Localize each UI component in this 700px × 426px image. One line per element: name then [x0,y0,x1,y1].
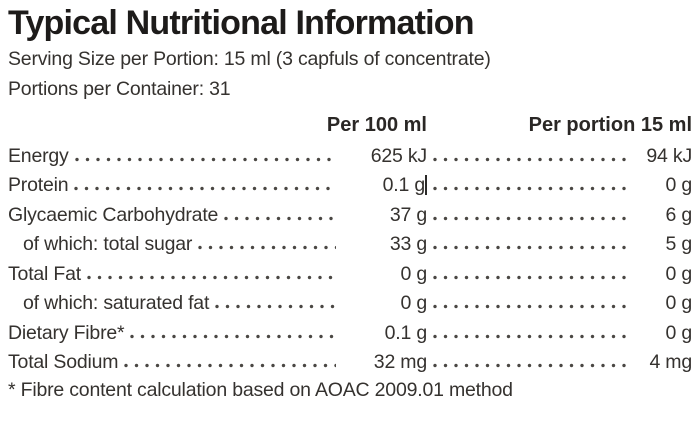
dot-leader [433,214,628,222]
table-row-protein: Protein 0.1 g 0 g [8,168,692,198]
dot-leader [433,155,628,163]
dot-leader [433,244,628,251]
table-row-total-sodium: Total Sodium 32 mg 4 mg [8,345,692,375]
dot-leader [224,214,336,222]
dot-leader [198,244,336,251]
table-row-energy: Energy 625 kJ 94 kJ [8,138,692,168]
nutrient-label: Glycaemic Carbohydrate [8,203,219,226]
nutrient-label: Total Fat [8,262,81,285]
table-row-dietary-fibre: Dietary Fibre* 0.1 g 0 g [8,315,692,345]
per-portion-value: 0 g [665,262,692,285]
per-portion-value: 0 g [665,174,692,196]
table-row-glycaemic-carbohydrate: Glycaemic Carbohydrate 37 g 6 g [8,197,692,227]
per-100ml-value: 0.1 g [384,321,428,344]
column-header-per-100ml: Per 100 ml [326,114,427,136]
dot-leader [433,332,628,340]
table-row-total-sugar: of which: total sugar 33 g 5 g [8,227,692,257]
nutrient-label: Energy [8,144,69,167]
per-portion-value: 4 mg [649,351,692,373]
nutrition-table: Energy 625 kJ 94 kJ Protein 0.1 g 0 g Gl… [8,138,692,374]
nutrient-label: Dietary Fibre* [8,321,125,344]
per-100ml-value: 0 g [400,262,427,285]
column-header-per-portion: Per portion 15 ml [528,114,692,136]
dot-leader [433,303,628,310]
nutrient-label: Protein [8,174,69,196]
nutrient-label: of which: total sugar [23,233,193,255]
dot-leader [215,303,336,310]
text-cursor-artifact [425,175,427,195]
page-title: Typical Nutritional Information [8,4,475,42]
dot-leader [74,185,334,192]
dot-leader [86,273,336,281]
per-100ml-value: 0 g [400,292,427,314]
dot-leader [74,155,336,163]
dot-leader [433,362,628,369]
table-row-saturated-fat: of which: saturated fat 0 g 0 g [8,286,692,316]
portions-per-container-line: Portions per Container: 31 [8,78,231,100]
dot-leader [124,362,336,369]
per-portion-value: 5 g [665,233,692,255]
dot-leader [433,273,628,281]
nutrient-label: of which: saturated fat [23,292,210,314]
table-header: Per 100 ml Per portion 15 ml [8,111,692,137]
per-100ml-value: 0.1 g [382,174,426,196]
per-100ml-value: 33 g [389,233,427,255]
per-portion-value: 94 kJ [646,144,692,167]
table-row-total-fat: Total Fat 0 g 0 g [8,256,692,286]
per-portion-value: 6 g [665,203,692,226]
per-100ml-value: 625 kJ [370,144,427,167]
per-100ml-value: 32 mg [373,351,427,373]
nutrient-label: Total Sodium [8,351,119,373]
per-portion-value: 0 g [665,292,692,314]
per-100ml-value: 37 g [389,203,427,226]
dot-leader [130,332,336,340]
dot-leader [433,185,628,192]
fibre-footnote: * Fibre content calculation based on AOA… [8,379,513,401]
serving-size-line: Serving Size per Portion: 15 ml (3 capfu… [8,48,491,70]
per-portion-value: 0 g [665,321,692,344]
